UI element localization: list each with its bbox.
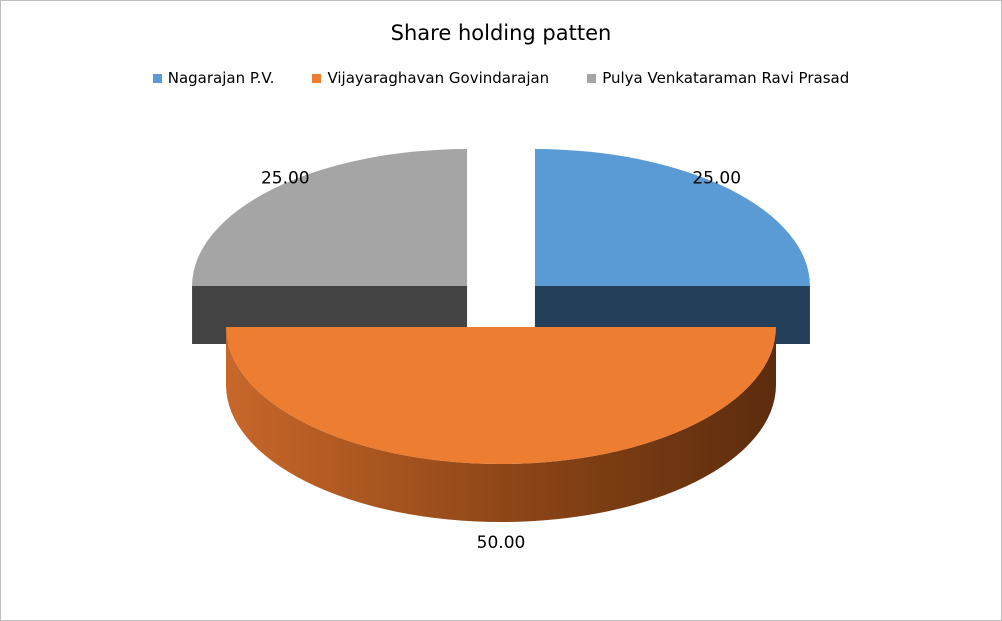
legend-swatch-vijayaraghavan	[312, 73, 322, 83]
pie-slice-vijayaraghavan	[226, 327, 776, 464]
data-label-vijayaraghavan: 50.00	[477, 533, 526, 553]
legend-swatch-pulya	[587, 73, 597, 83]
legend-label-pulya: Pulya Venkataraman Ravi Prasad	[602, 69, 850, 87]
data-label-nagarajan: 25.00	[692, 169, 741, 189]
legend-item-vijayaraghavan: Vijayaraghavan Govindarajan	[312, 69, 549, 87]
legend-swatch-nagarajan	[152, 73, 162, 83]
pie-slice-nagarajan	[534, 149, 810, 287]
chart-title: Share holding patten	[390, 21, 612, 45]
chart-legend: Nagarajan P.V. Vijayaraghavan Govindaraj…	[1, 69, 1001, 87]
pie-slice-vijayaraghavan-side	[226, 327, 776, 522]
legend-item-pulya: Pulya Venkataraman Ravi Prasad	[587, 69, 849, 87]
legend-label-nagarajan: Nagarajan P.V.	[167, 69, 275, 87]
pie-slice-pulya	[192, 149, 468, 287]
legend-label-vijayaraghavan: Vijayaraghavan Govindarajan	[327, 69, 550, 87]
legend-item-nagarajan: Nagarajan P.V.	[152, 69, 275, 87]
data-label-pulya: 25.00	[261, 169, 310, 189]
